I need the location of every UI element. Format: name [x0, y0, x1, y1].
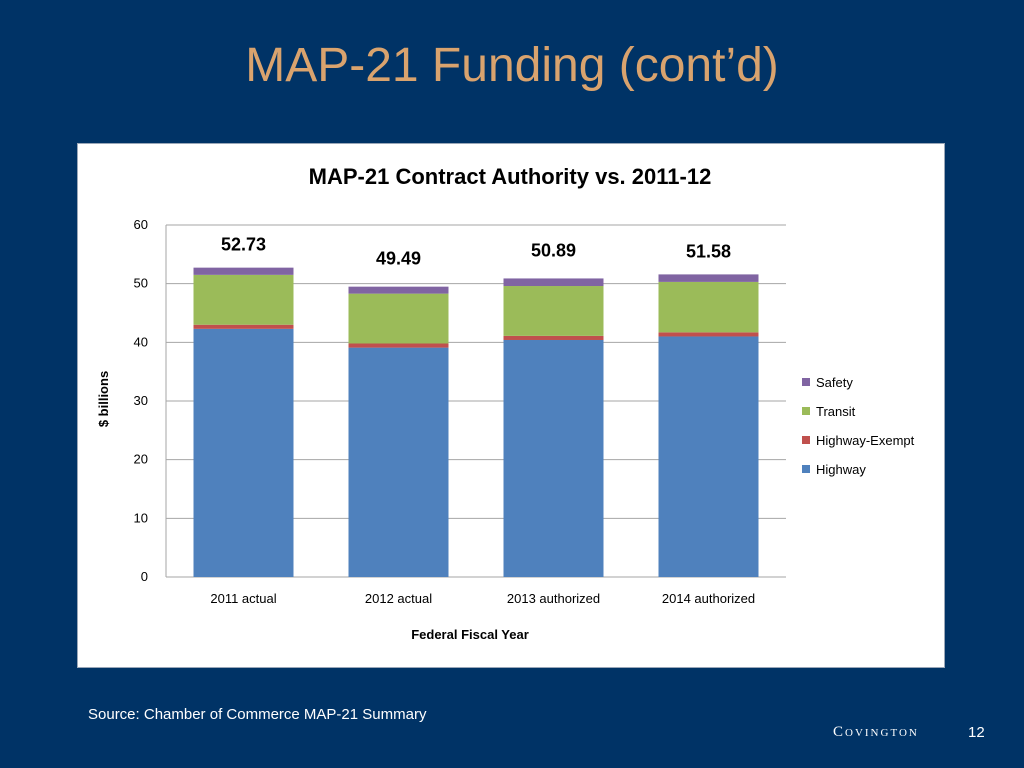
bar-total-label: 51.58	[686, 241, 731, 261]
bar-segment-transit	[658, 281, 759, 333]
x-tick-label: 2014 authorized	[662, 591, 755, 606]
chart-title: MAP-21 Contract Authority vs. 2011-12	[309, 164, 712, 189]
bar-total-label: 50.89	[531, 240, 576, 260]
bar-total-label: 52.73	[221, 235, 266, 255]
page-number: 12	[968, 724, 985, 741]
bar-total-label: 49.49	[376, 249, 421, 269]
bar-segment-safety	[348, 286, 449, 294]
legend-label: Transit	[816, 404, 856, 419]
x-axis-label: Federal Fiscal Year	[411, 627, 529, 642]
bar-segment-highway	[658, 336, 759, 577]
y-tick-label: 60	[134, 217, 148, 232]
bar-segment-highway-exempt	[348, 343, 449, 348]
y-tick-label: 10	[134, 510, 148, 525]
legend-label: Highway-Exempt	[816, 433, 915, 448]
y-tick-label: 0	[141, 569, 148, 584]
bar-segment-highway	[503, 339, 604, 577]
legend-swatch	[802, 436, 810, 444]
bar-segment-highway	[348, 347, 449, 577]
y-axis-ticks: 0 10 20 30 40 50 60	[134, 217, 148, 584]
brand-logo: Covington	[833, 724, 919, 740]
stacked-bar-chart: MAP-21 Contract Authority vs. 2011-12 0 1…	[96, 164, 915, 642]
bar-segment-transit	[503, 286, 604, 336]
x-tick-label: 2013 authorized	[507, 591, 600, 606]
legend-swatch	[802, 407, 810, 415]
slide-title: MAP-21 Funding (cont’d)	[245, 39, 779, 92]
bar-segment-transit	[348, 293, 449, 344]
y-axis-label: $ billions	[96, 371, 111, 427]
x-tick-label: 2011 actual	[210, 591, 276, 606]
y-tick-label: 30	[134, 393, 148, 408]
legend-label: Safety	[816, 375, 853, 390]
x-axis-ticks: 2011 actual 2012 actual 2013 authorized 201…	[210, 591, 755, 606]
bar-segment-safety	[193, 267, 294, 275]
legend-label: Highway	[816, 462, 866, 477]
bar-segment-highway	[193, 328, 294, 577]
bar-segment-safety	[658, 274, 759, 282]
source-note: Source: Chamber of Commerce MAP-21 Summa…	[88, 706, 427, 723]
bar-segment-transit	[193, 274, 294, 325]
bar-segment-highway-exempt	[193, 324, 294, 329]
data-labels: 52.73 49.49 50.89 51.58	[221, 235, 731, 269]
chart-panel: MAP-21 Contract Authority vs. 2011-12 0 1…	[77, 143, 945, 668]
x-tick-label: 2012 actual	[365, 591, 432, 606]
y-tick-label: 20	[134, 452, 148, 467]
bar-segment-safety	[503, 278, 604, 287]
y-tick-label: 50	[134, 276, 148, 291]
legend-swatch	[802, 378, 810, 386]
bars	[193, 267, 759, 577]
legend: Safety Transit Highway-Exempt Highway	[802, 375, 915, 477]
y-tick-label: 40	[134, 334, 148, 349]
legend-swatch	[802, 465, 810, 473]
bar-segment-highway-exempt	[503, 335, 604, 340]
bar-segment-highway-exempt	[658, 332, 759, 337]
